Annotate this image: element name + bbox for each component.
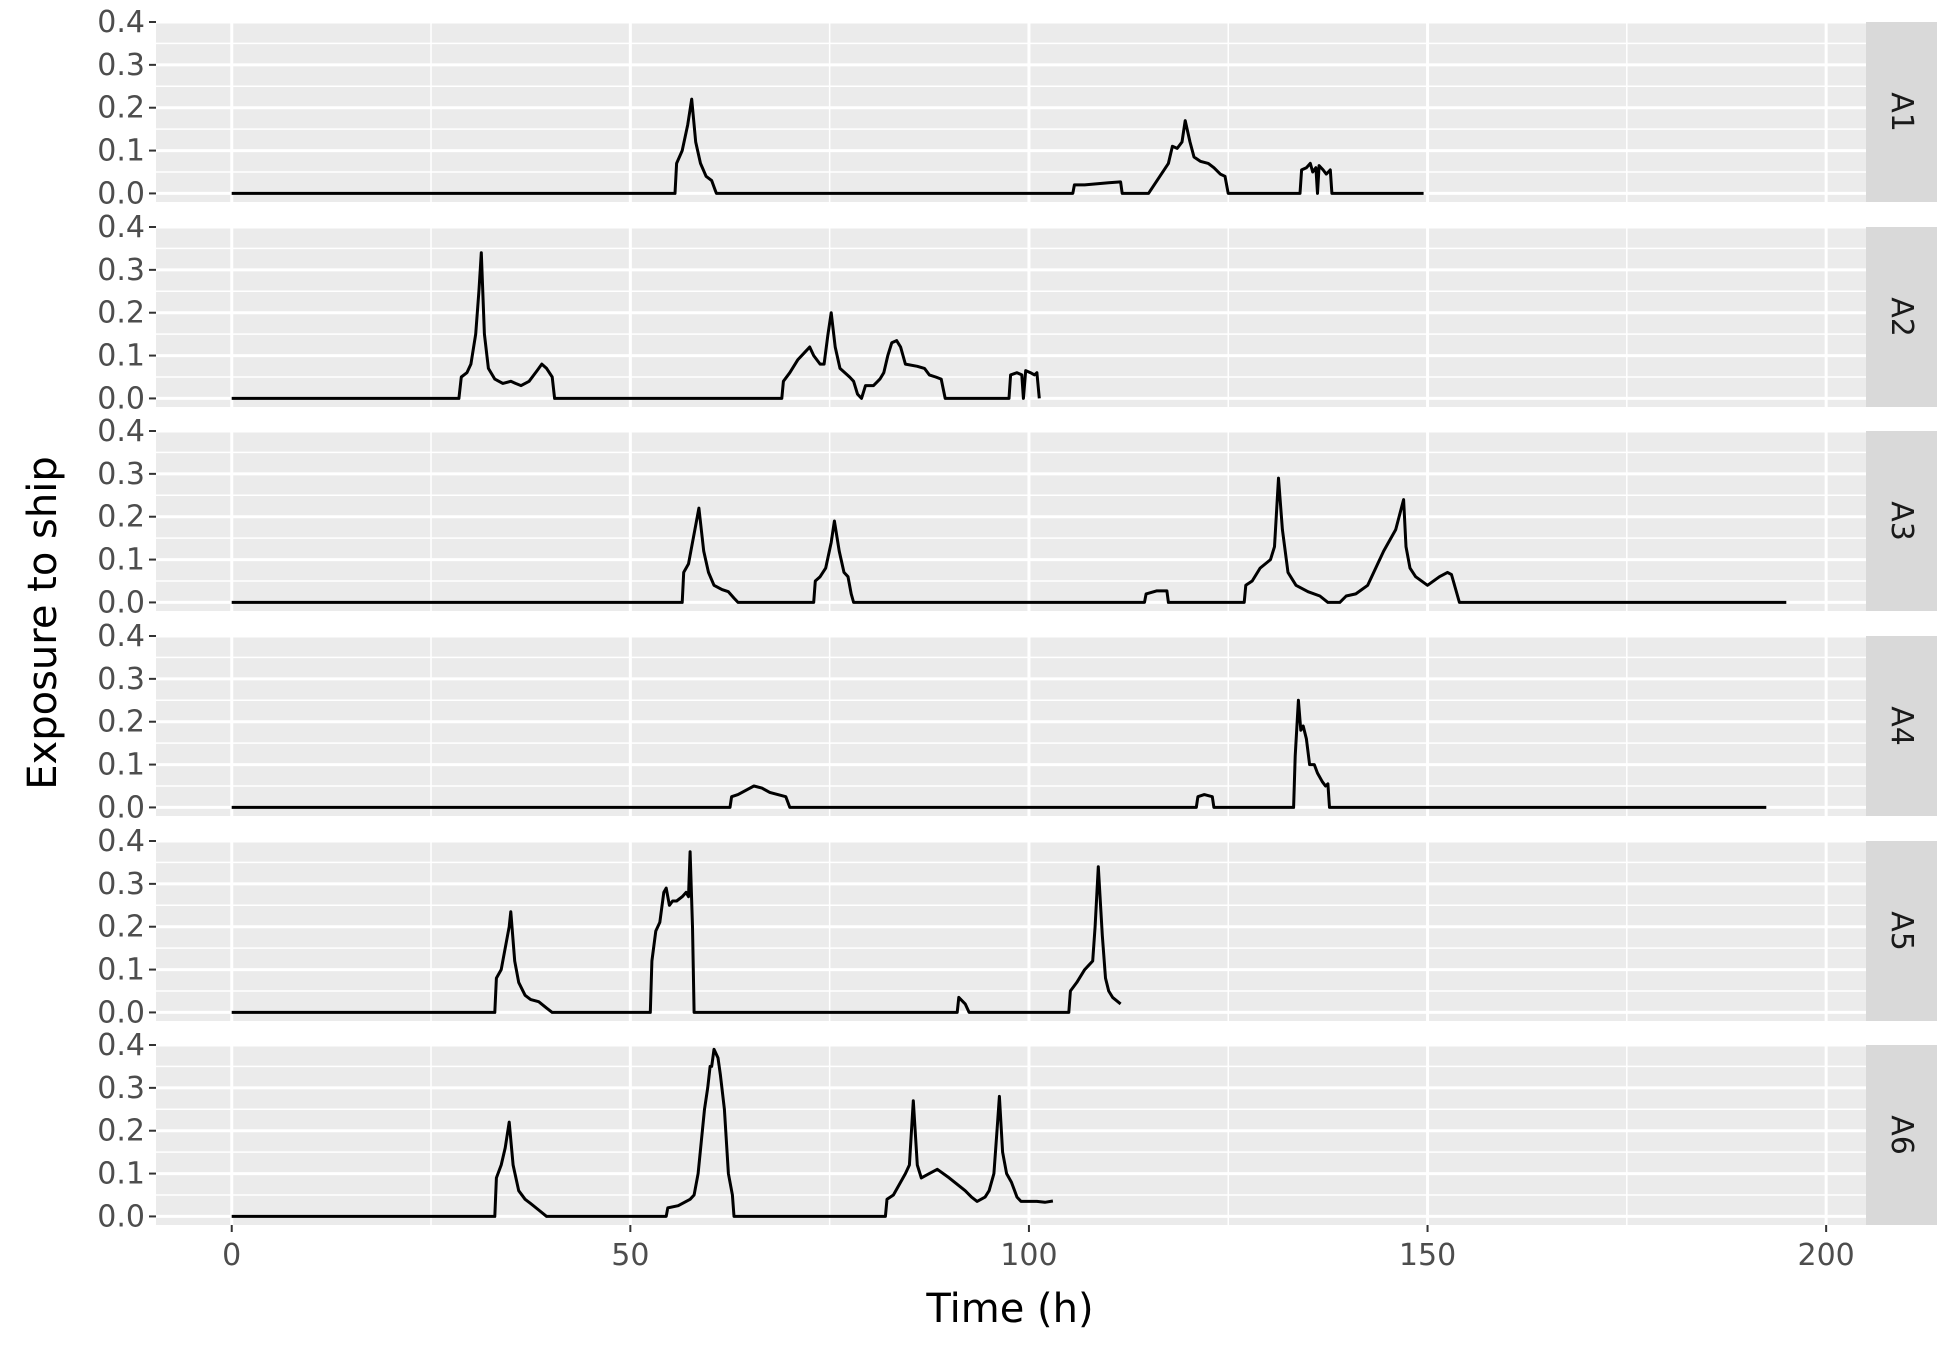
y-tick-label: 0.4	[97, 1028, 145, 1063]
panel-background	[156, 22, 1866, 202]
y-tick-label: 0.2	[97, 296, 145, 331]
facet-strip-label: A5	[1884, 911, 1919, 951]
facet-strip-label: A6	[1884, 1115, 1919, 1155]
y-tick-label: 0.1	[97, 339, 145, 374]
panel-background	[156, 841, 1866, 1021]
y-tick-label: 0.2	[97, 705, 145, 740]
y-tick-label: 0.4	[97, 824, 145, 859]
facet-panel-a4: 0.0 0.1 0.2 0.3 0.4 A4	[97, 619, 1937, 825]
x-tick-label: 200	[1798, 1238, 1855, 1273]
y-tick-label: 0.3	[97, 457, 145, 492]
x-tick-label: 100	[1000, 1238, 1057, 1273]
y-tick-label: 0.2	[97, 91, 145, 126]
facet-panel-a5: 0.0 0.1 0.2 0.3 0.4 A5	[97, 824, 1937, 1030]
y-tick-label: 0.2	[97, 500, 145, 535]
x-axis: 0 50 100 150 200	[222, 1225, 1855, 1273]
x-tick-label: 0	[222, 1238, 241, 1273]
y-tick-label: 0.1	[97, 748, 145, 783]
y-tick-label: 0.2	[97, 910, 145, 945]
y-tick-label: 0.2	[97, 1114, 145, 1149]
y-tick-label: 0.4	[97, 619, 145, 654]
y-tick-label: 0.4	[97, 5, 145, 40]
x-axis-title: Time (h)	[925, 1286, 1093, 1332]
facet-strip-label: A2	[1884, 297, 1919, 337]
facet-strip-label: A1	[1884, 92, 1919, 132]
y-tick-label: 0.0	[97, 1199, 145, 1234]
panel-background	[156, 431, 1866, 611]
y-tick-label: 0.4	[97, 414, 145, 449]
y-tick-label: 0.3	[97, 1071, 145, 1106]
facet-panel-a3: 0.0 0.1 0.2 0.3 0.4 A3	[97, 414, 1937, 620]
panel-background	[156, 636, 1866, 816]
facet-strip-label: A3	[1884, 501, 1919, 541]
y-tick-label: 0.0	[97, 381, 145, 416]
facet-strip	[1866, 227, 1937, 407]
series-line-a4	[231, 698, 1767, 809]
facet-strip	[1866, 22, 1937, 202]
y-tick-label: 0.0	[97, 995, 145, 1030]
y-tick-label: 0.0	[97, 585, 145, 620]
facet-strip-label: A4	[1884, 706, 1919, 746]
y-tick-label: 0.1	[97, 1157, 145, 1192]
series-line-a2	[231, 251, 1041, 400]
facet-strip	[1866, 431, 1937, 611]
y-tick-label: 0.1	[97, 543, 145, 578]
facet-panel-a6: 0.0 0.1 0.2 0.3 0.4 A6	[97, 1028, 1937, 1234]
y-tick-label: 0.0	[97, 790, 145, 825]
y-tick-label: 0.3	[97, 867, 145, 902]
y-tick-label: 0.3	[97, 253, 145, 288]
y-axis-title: Exposure to ship	[20, 456, 66, 789]
facet-strip	[1866, 636, 1937, 816]
x-tick-label: 150	[1399, 1238, 1456, 1273]
facet-panels: 0.0 0.1 0.2 0.3 0.4 A1 0.0 0.1 0.2 0.3 0.4 A2 0.0 0.1…	[97, 5, 1937, 1234]
panel-background	[156, 1045, 1866, 1225]
y-tick-label: 0.4	[97, 210, 145, 245]
facet-panel-a2: 0.0 0.1 0.2 0.3 0.4 A2	[97, 210, 1937, 416]
y-tick-label: 0.3	[97, 662, 145, 697]
x-tick-label: 50	[611, 1238, 649, 1273]
y-tick-label: 0.0	[97, 176, 145, 211]
facet-strip	[1866, 1045, 1937, 1225]
facet-panel-a1: 0.0 0.1 0.2 0.3 0.4 A1	[97, 5, 1937, 211]
y-tick-label: 0.1	[97, 134, 145, 169]
series-line-a5	[231, 850, 1122, 1014]
y-tick-label: 0.3	[97, 48, 145, 83]
series-line-a1	[231, 97, 1424, 195]
series-line-a6	[231, 1047, 1054, 1218]
facet-strip	[1866, 841, 1937, 1021]
y-tick-label: 0.1	[97, 953, 145, 988]
series-line-a3	[231, 476, 1787, 604]
